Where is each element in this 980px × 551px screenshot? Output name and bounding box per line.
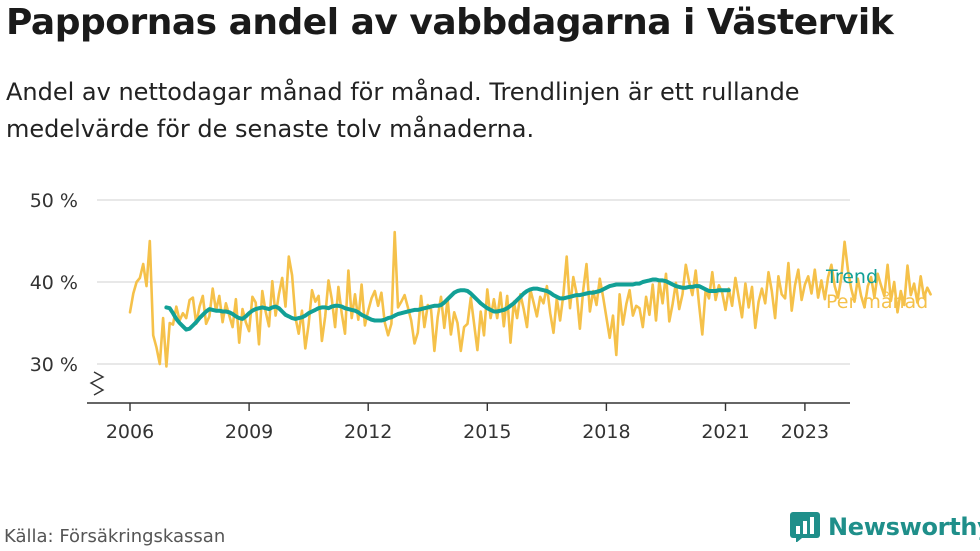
brand-logo[interactable]: Newsworthy bbox=[790, 512, 980, 542]
series-layer bbox=[128, 230, 932, 368]
axis-break-mark bbox=[89, 371, 105, 396]
x-tick-label: 2015 bbox=[463, 421, 511, 443]
x-tick-label: 2018 bbox=[582, 421, 630, 443]
grid-layer: 30 % 40 % 50 % bbox=[30, 190, 850, 396]
x-axis: 2006 2009 2012 2015 2018 2021 2023 bbox=[87, 402, 850, 443]
monthly-series-line bbox=[128, 230, 932, 368]
x-tick-label: 2021 bbox=[701, 421, 749, 443]
monthly-label: Per månad bbox=[826, 290, 928, 313]
x-tick-label: 2023 bbox=[781, 421, 829, 443]
x-tick-label: 2006 bbox=[106, 421, 154, 443]
x-tick-label: 2009 bbox=[225, 421, 273, 443]
y-tick-label: 50 % bbox=[30, 190, 78, 212]
trend-series-line bbox=[164, 277, 731, 332]
trend-label: Trend bbox=[825, 266, 878, 288]
brand-name: Newsworthy bbox=[828, 513, 980, 541]
y-tick-label: 30 % bbox=[30, 354, 78, 376]
source-note: Källa: Försäkringskassan bbox=[4, 526, 226, 547]
x-tick-label: 2012 bbox=[344, 421, 392, 443]
chart-subtitle: Andel av nettodagar månad för månad. Tre… bbox=[6, 78, 800, 143]
newsworthy-logo-icon bbox=[790, 512, 820, 542]
chart-title: Pappornas andel av vabbdagarna i Västerv… bbox=[6, 2, 894, 43]
y-tick-label: 40 % bbox=[30, 272, 78, 294]
